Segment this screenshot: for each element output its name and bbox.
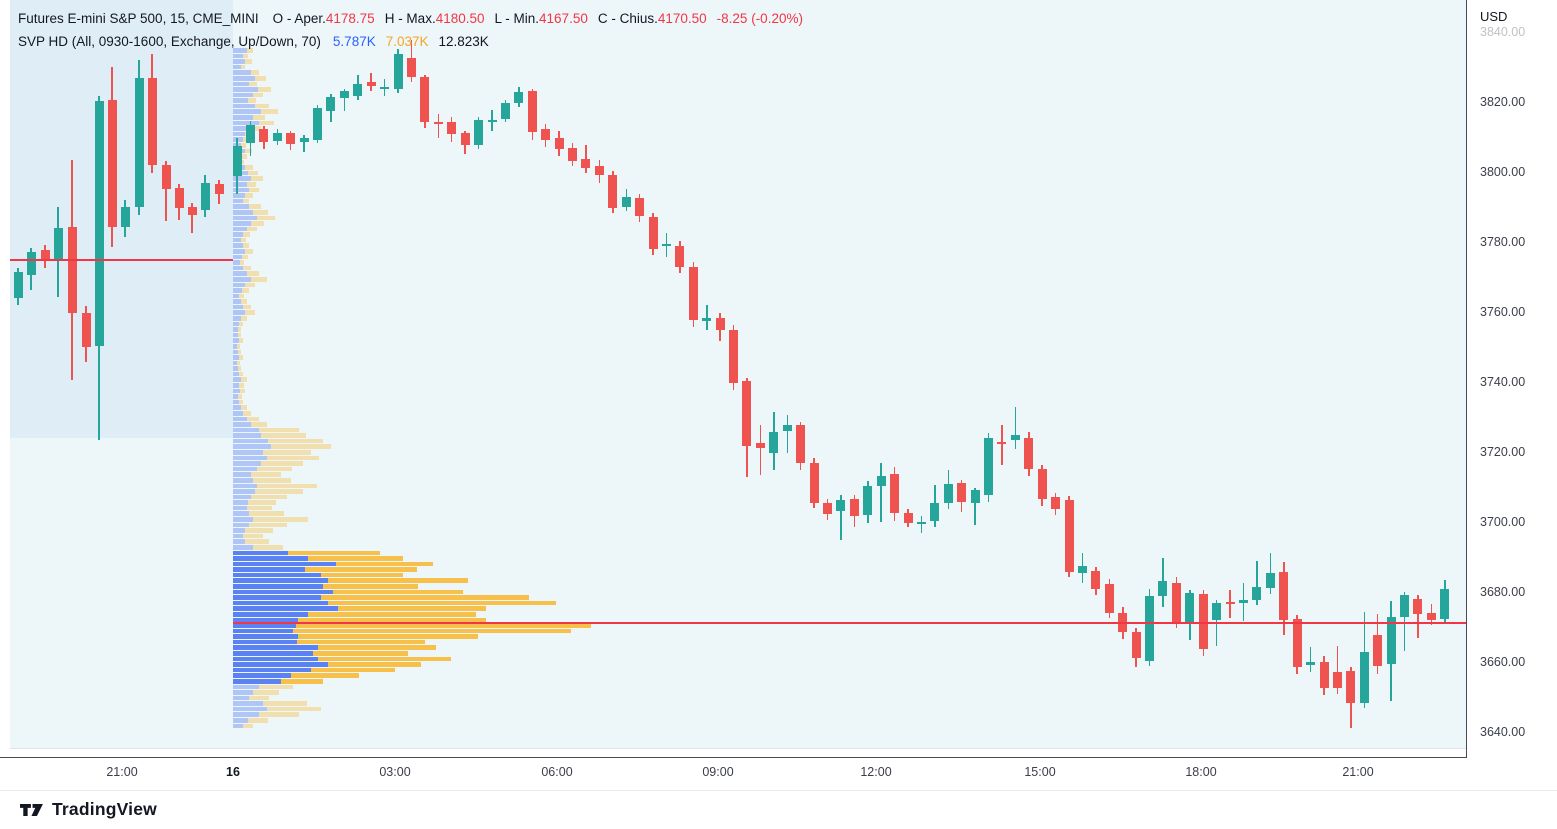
price-axis-border	[1466, 0, 1467, 790]
legend-segment: 4167.50	[539, 11, 588, 26]
price-tick-label: 3840.00	[1480, 25, 1526, 39]
tradingview-logo[interactable]: TradingView	[20, 799, 157, 820]
price-axis[interactable]: USD 3840.00 3820.00 3800.00 3780.00 3760.00 3…	[1467, 0, 1557, 790]
time-label: 21:00	[1342, 765, 1374, 779]
price-tick-label: 3700.00	[1480, 515, 1526, 529]
time-label: 16	[226, 765, 240, 779]
price-tick-label: 3780.00	[1480, 235, 1526, 249]
symbol-legend-row[interactable]: Futures E-mini S&P 500, 15, CME_MINI O - …	[18, 7, 803, 30]
price-tick-label: 3660.00	[1480, 655, 1526, 669]
price-tick-label: 3800.00	[1480, 165, 1526, 179]
time-label: 21:00	[106, 765, 138, 779]
time-axis-bottom-border	[0, 790, 1557, 791]
indicator-legend-row[interactable]: SVP HD (All, 0930-1600, Exchange, Up/Dow…	[18, 30, 803, 53]
time-label: 06:00	[541, 765, 573, 779]
legend-segment: 4178.75	[325, 11, 375, 26]
legend-segment: 12.823K	[438, 34, 489, 49]
time-label: 03:00	[379, 765, 411, 779]
legend-segment: H - Max.	[384, 11, 436, 26]
chart-legend: Futures E-mini S&P 500, 15, CME_MINI O - …	[18, 7, 803, 53]
time-axis[interactable]: 21:00 16 03:00 06:00 09:00 12:00 15:00 18:00 21:…	[0, 758, 1557, 790]
price-tick-label: 3640.00	[1480, 725, 1526, 739]
price-axis-currency: USD	[1480, 9, 1508, 24]
legend-segment: SVP HD (All, 0930-1600, Exchange, Up/Dow…	[18, 34, 321, 49]
legend-segment: 7.037K	[385, 34, 429, 49]
price-tick-label: 3680.00	[1480, 585, 1526, 599]
tradingview-logo-text: TradingView	[52, 799, 157, 819]
legend-segment: 4180.50	[435, 11, 485, 26]
legend-segment: -8.25 (-0.20%)	[716, 11, 803, 26]
legend-segment: C - Chius.	[597, 11, 658, 26]
pane-bottom-separator	[10, 748, 1466, 749]
legend-segment: 5.787K	[332, 34, 376, 49]
legend-segment: O - Aper.	[272, 11, 326, 26]
legend-segment: Futures E-mini S&P 500, 15, CME_MINI	[18, 11, 259, 26]
price-tick-label: 3720.00	[1480, 445, 1526, 459]
price-tick-label: 3820.00	[1480, 95, 1526, 109]
price-tick-label: 3760.00	[1480, 305, 1526, 319]
time-label: 09:00	[702, 765, 734, 779]
tradingview-logo-icon	[20, 803, 43, 816]
price-tick-label: 3740.00	[1480, 375, 1526, 389]
time-label: 12:00	[860, 765, 892, 779]
time-label: 15:00	[1024, 765, 1056, 779]
time-label: 18:00	[1185, 765, 1217, 779]
prev-session-highlight	[10, 0, 233, 438]
legend-segment: 4170.50	[657, 11, 707, 26]
legend-segment: L - Min.	[494, 11, 540, 26]
time-axis-border	[0, 757, 1557, 758]
